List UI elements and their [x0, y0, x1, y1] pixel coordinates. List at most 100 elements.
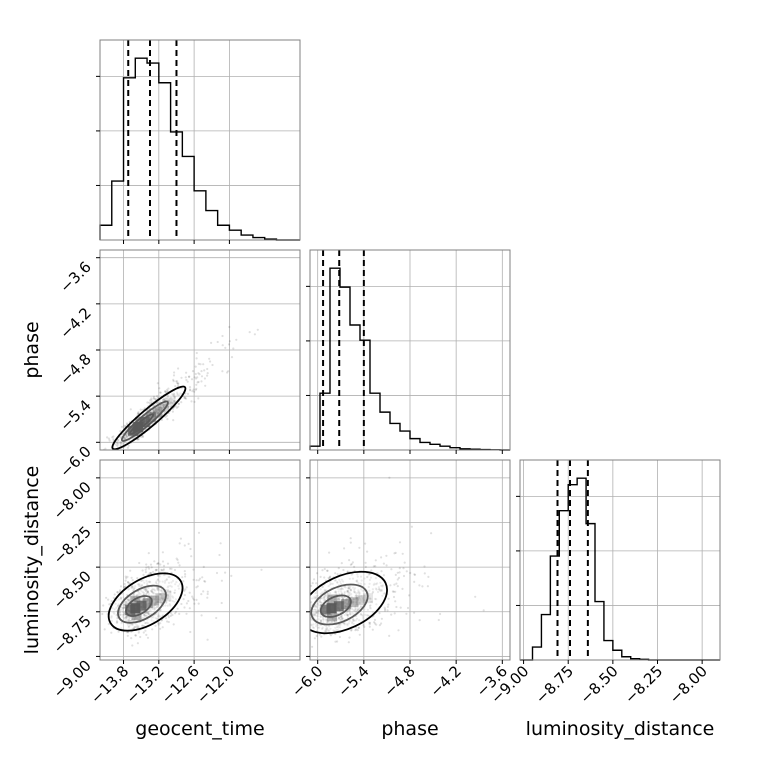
- sample-point: [360, 579, 363, 582]
- sample-point: [311, 626, 315, 629]
- sample-point: [161, 614, 164, 617]
- sample-point: [160, 593, 163, 596]
- sample-point: [125, 435, 128, 438]
- sample-point: [192, 568, 195, 571]
- sample-point: [315, 611, 319, 614]
- sample-point: [482, 609, 485, 612]
- sample-point: [356, 573, 359, 576]
- sample-point: [394, 551, 397, 555]
- sample-point: [358, 602, 361, 605]
- sample-point: [322, 596, 325, 599]
- sample-point: [333, 620, 336, 623]
- sample-point: [219, 542, 222, 545]
- sample-point: [166, 562, 170, 565]
- sample-point: [154, 606, 157, 609]
- sample-point: [110, 616, 113, 619]
- sample-point: [379, 589, 382, 593]
- sample-point: [343, 623, 346, 626]
- density-cell: [165, 397, 176, 408]
- sample-point: [339, 615, 343, 619]
- sample-point: [136, 624, 139, 627]
- sample-point: [152, 395, 156, 398]
- sample-point: [339, 582, 342, 586]
- sample-point: [115, 441, 118, 444]
- sample-point: [325, 621, 329, 624]
- sample-point: [368, 623, 371, 626]
- sample-point: [146, 590, 150, 593]
- sample-point: [133, 593, 136, 596]
- sample-point: [127, 599, 130, 602]
- sample-point: [413, 580, 416, 584]
- sample-point: [206, 367, 209, 371]
- sample-point: [195, 598, 198, 602]
- sample-point: [358, 595, 361, 598]
- 2d-panel-phase-vs-luminosity-distance: [306, 459, 511, 664]
- sample-point: [232, 347, 235, 350]
- sample-point: [369, 600, 372, 604]
- sample-point: [333, 619, 336, 623]
- sample-point: [315, 608, 318, 612]
- sample-point: [334, 598, 337, 601]
- x-tick-label: −12.0: [193, 662, 238, 707]
- y-tick-label: −4.2: [56, 304, 94, 342]
- x-axis-label-geocent-time: geocent_time: [135, 718, 264, 740]
- sample-point: [160, 407, 163, 410]
- sample-point: [147, 610, 151, 613]
- sample-point: [315, 611, 318, 615]
- sample-point: [122, 604, 125, 607]
- sample-point: [162, 398, 165, 401]
- sample-point: [368, 625, 371, 628]
- sample-point: [123, 442, 126, 445]
- sample-point: [170, 585, 173, 588]
- sample-point: [143, 581, 146, 584]
- sample-point: [138, 615, 141, 618]
- sample-point: [119, 596, 123, 600]
- sample-point: [206, 372, 209, 375]
- sample-point: [117, 630, 120, 633]
- sample-point: [384, 608, 387, 611]
- sample-point: [167, 620, 170, 624]
- sample-point: [150, 590, 153, 593]
- sample-point: [330, 599, 333, 602]
- sample-point: [187, 542, 190, 546]
- sample-point: [355, 628, 358, 631]
- sample-point: [146, 590, 149, 594]
- sample-point: [393, 612, 396, 615]
- sample-point: [153, 589, 157, 592]
- sample-point: [150, 566, 153, 569]
- sample-point: [159, 593, 162, 596]
- sample-point: [144, 588, 148, 591]
- sample-point: [165, 599, 168, 602]
- sample-point: [347, 622, 350, 625]
- density-cell: [355, 595, 366, 606]
- sample-point: [340, 587, 343, 590]
- sample-point: [227, 343, 231, 346]
- sample-point: [159, 415, 162, 418]
- sample-point: [354, 619, 357, 622]
- sample-point: [161, 398, 164, 402]
- y-tick-label: −8.00: [50, 478, 95, 523]
- 2d-panel-geocent-time-vs-phase: [96, 249, 301, 454]
- sample-point: [349, 537, 352, 540]
- sample-point: [358, 597, 362, 600]
- sample-point: [328, 576, 332, 579]
- sample-point: [148, 567, 151, 570]
- sample-point: [314, 592, 317, 595]
- sample-point: [380, 584, 383, 587]
- sample-point: [116, 438, 119, 442]
- sample-point: [156, 411, 159, 415]
- sample-point: [136, 626, 139, 629]
- sample-point: [171, 579, 175, 583]
- sample-point: [126, 623, 129, 626]
- sample-point: [144, 614, 148, 617]
- sample-point: [151, 588, 154, 591]
- sample-point: [130, 585, 133, 588]
- sample-point: [160, 589, 163, 592]
- sample-point: [354, 595, 357, 598]
- sample-point: [131, 586, 134, 589]
- sample-point: [200, 614, 203, 617]
- sample-point: [177, 405, 180, 408]
- sample-point: [368, 597, 371, 600]
- sample-point: [401, 587, 404, 591]
- sample-point: [147, 612, 150, 616]
